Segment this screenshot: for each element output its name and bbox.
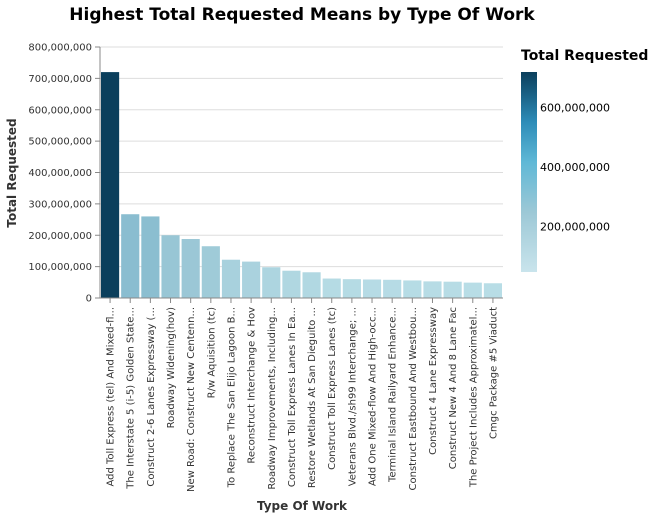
x-tick-label: Construct 2-6 Lanes Expressway (... [146, 307, 157, 487]
y-axis-ticks: 0 100,000,000 200,000,000 300,000,000 400,00… [28, 43, 100, 305]
x-tick-label: Construct Eastbound And Westbou... [408, 307, 419, 491]
bar [423, 281, 442, 298]
legend-title: Total Requested [521, 48, 648, 64]
bar [322, 278, 341, 298]
bar [342, 279, 361, 298]
gridlines [100, 46, 503, 299]
x-axis-ticks: Add Toll Express (tel) And Mixed-fl... Th… [106, 298, 499, 492]
bar [181, 239, 200, 298]
legend-label: 200,000,000 [540, 221, 610, 234]
legend-label: 400,000,000 [540, 161, 610, 174]
bar [403, 280, 422, 298]
bar [262, 267, 281, 298]
bar [161, 235, 180, 298]
y-tick-label: 600,000,000 [28, 105, 92, 116]
bar [141, 216, 160, 298]
legend-labels: 200,000,000 400,000,000 600,000,000 [537, 102, 610, 234]
y-tick-label: 800,000,000 [28, 43, 92, 54]
x-tick-label: Roadway Improvements, Including... [267, 307, 278, 490]
chart-title: Highest Total Requested Means by Type Of… [69, 5, 535, 25]
y-tick-label: 100,000,000 [28, 262, 92, 273]
bar [463, 282, 482, 298]
y-tick-label: 500,000,000 [28, 137, 92, 148]
bar [201, 246, 220, 298]
x-tick-label: Construct Toll Express Lanes In Ea... [287, 307, 298, 487]
x-tick-label: Construct 4 Lane Expressway [428, 307, 439, 455]
x-tick-label: R/w Aquisition (tc) [206, 307, 217, 398]
y-tick-label: 400,000,000 [28, 168, 92, 179]
x-tick-label: Restore Wetlands At San Dieguito ... [307, 307, 318, 488]
legend-label: 600,000,000 [540, 102, 610, 115]
y-axis-title: Total Requested [5, 118, 19, 227]
x-tick-label: The Interstate 5 (i-5) Golden State... [126, 307, 137, 490]
x-tick-label: Add One Mixed-flow And High-occ... [368, 307, 379, 486]
bar [302, 272, 321, 298]
bar [362, 279, 382, 298]
x-tick-label: Add Toll Express (tel) And Mixed-fl... [106, 307, 117, 487]
x-tick-label: Roadway Widening(hov) [166, 307, 177, 429]
bar [242, 261, 261, 298]
x-tick-label: Construct New 4 And 8 Lane Fac [448, 307, 459, 469]
x-tick-label: Terminal Island Railyard Enhance... [388, 307, 399, 483]
bar [101, 72, 120, 298]
x-tick-label: Cmgc Package #5 Viaduct [488, 307, 499, 439]
x-tick-label: Veterans Blvd./sh99 Interchange; ... [347, 307, 358, 486]
legend-color-ramp [521, 72, 537, 272]
x-tick-label: New Road: Construct New Centenn... [186, 307, 197, 492]
y-tick-label: 0 [86, 294, 92, 305]
bar [221, 259, 241, 298]
bar [443, 281, 462, 298]
legend: Total Requested 200,000,000 400,000,000 60… [521, 48, 648, 272]
bar [282, 270, 301, 298]
x-tick-label: Construct Toll Express Lanes (tc) [327, 307, 338, 470]
x-tick-label: The Project Includes Approximatel... [468, 307, 479, 488]
y-tick-label: 700,000,000 [28, 74, 92, 85]
y-tick-label: 300,000,000 [28, 199, 92, 210]
bar [383, 279, 402, 298]
bars [101, 72, 502, 298]
x-tick-label: Reconstruct Interchange & Hov [247, 307, 258, 464]
bar [483, 283, 502, 298]
y-tick-label: 200,000,000 [28, 231, 92, 242]
x-tick-label: To Replace The San Elijo Lagoon B... [226, 307, 237, 488]
bar [121, 214, 140, 298]
x-axis-title: Type Of Work [257, 499, 348, 513]
